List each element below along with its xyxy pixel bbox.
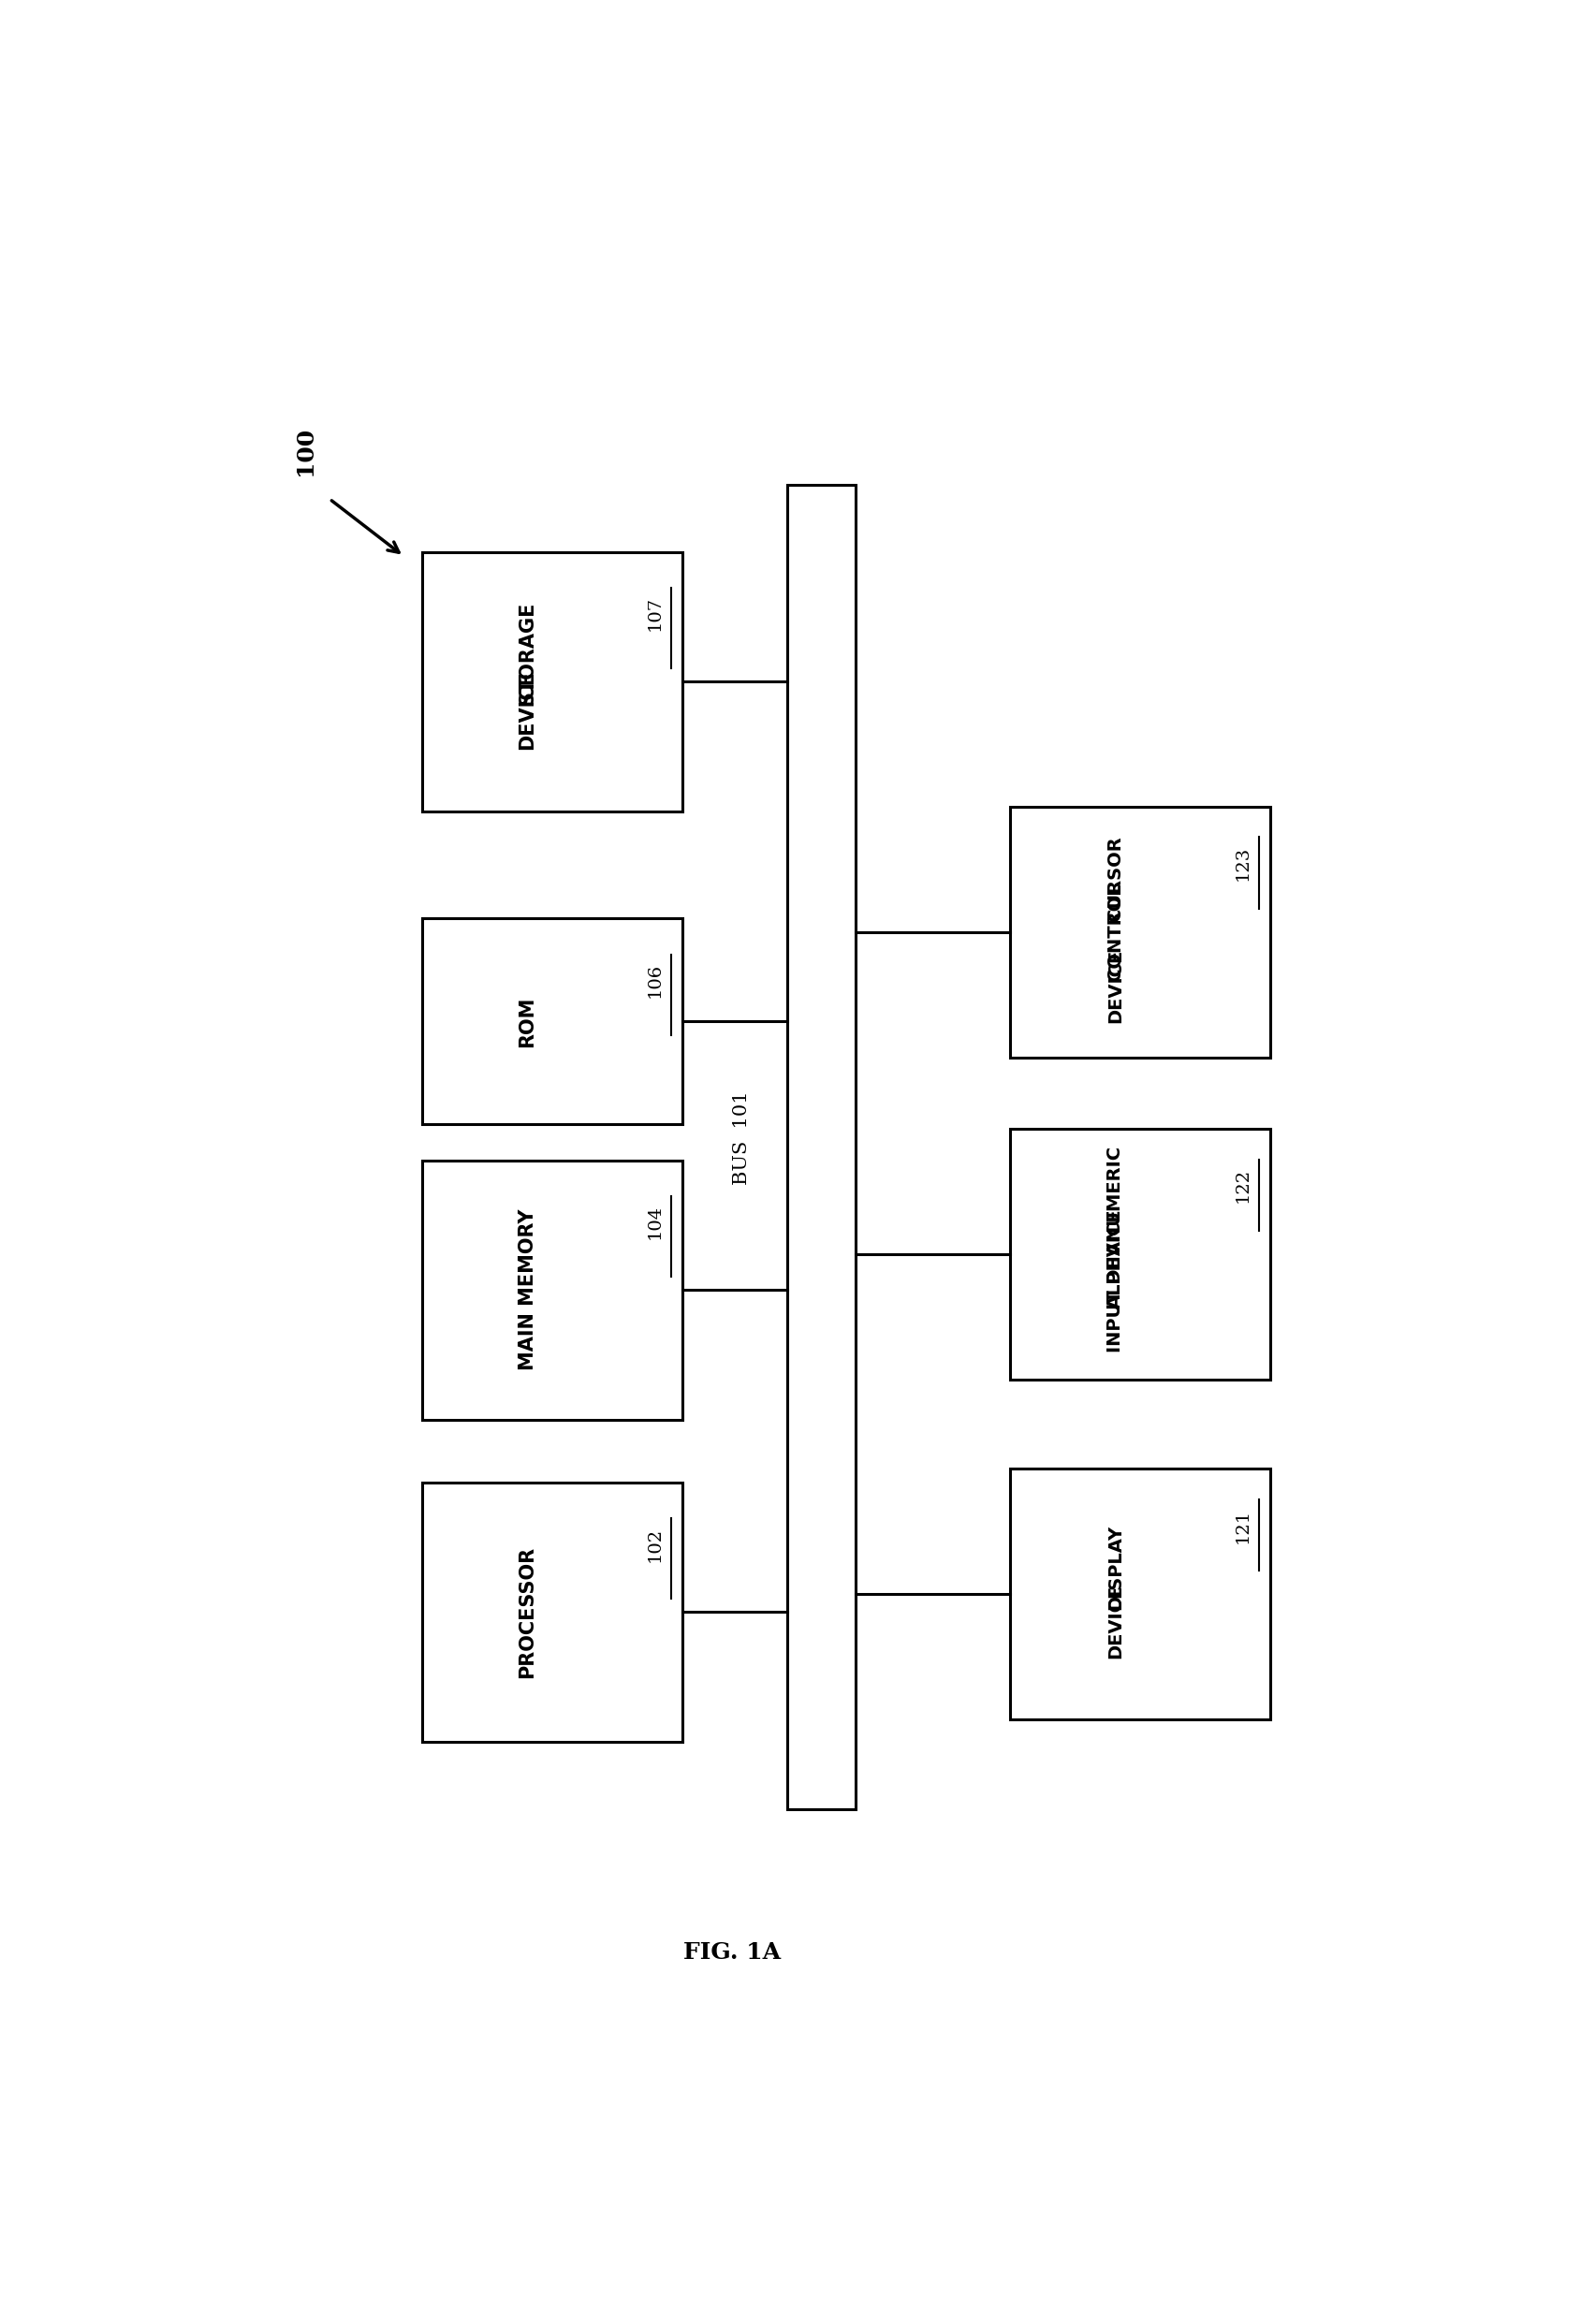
Bar	[787, 486, 855, 1808]
Bar	[421, 1160, 681, 1420]
Text: DEVICE: DEVICE	[1106, 1585, 1124, 1657]
Text: 121: 121	[1234, 1508, 1251, 1543]
Text: DEVICE: DEVICE	[1106, 948, 1124, 1023]
Text: 122: 122	[1234, 1169, 1251, 1204]
Bar	[421, 551, 681, 811]
Text: BUS  101: BUS 101	[733, 1090, 750, 1185]
Text: DEVICE: DEVICE	[519, 672, 536, 751]
Text: STORAGE: STORAGE	[519, 602, 536, 704]
Text: FIG. 1A: FIG. 1A	[683, 1941, 780, 1964]
Text: ROM: ROM	[519, 997, 536, 1046]
Bar	[421, 1483, 681, 1741]
Text: 123: 123	[1234, 846, 1251, 881]
Text: CONTROL: CONTROL	[1106, 883, 1124, 981]
Text: 106: 106	[646, 964, 662, 997]
Text: 102: 102	[646, 1527, 662, 1562]
Bar	[1010, 806, 1269, 1057]
Bar	[421, 918, 681, 1125]
Text: CURSOR: CURSOR	[1106, 837, 1124, 920]
Text: 107: 107	[646, 597, 662, 632]
Text: MAIN MEMORY: MAIN MEMORY	[519, 1208, 536, 1371]
Bar	[1010, 1129, 1269, 1380]
Text: PROCESSOR: PROCESSOR	[519, 1545, 536, 1678]
Text: INPUT DEVICE: INPUT DEVICE	[1106, 1208, 1124, 1353]
Bar	[1010, 1469, 1269, 1720]
Text: 100: 100	[294, 428, 316, 476]
Text: ALPHANUMERIC: ALPHANUMERIC	[1106, 1146, 1124, 1308]
Text: DISPLAY: DISPLAY	[1106, 1525, 1124, 1611]
Text: 104: 104	[646, 1204, 662, 1239]
